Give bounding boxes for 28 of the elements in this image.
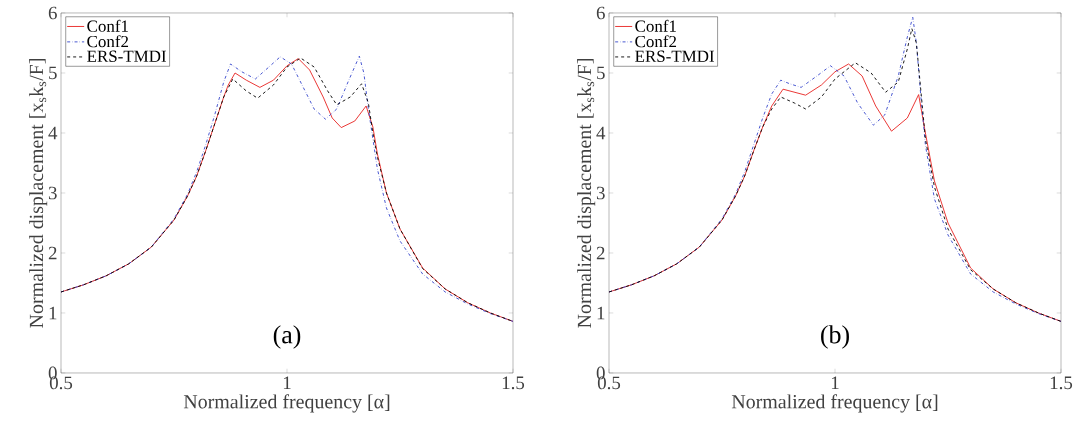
annotation: (b) <box>821 325 849 349</box>
y-tick-label: 2 <box>48 246 57 260</box>
y-tick-label: 4 <box>596 126 606 140</box>
x-tick-label: 1.5 <box>502 376 525 390</box>
y-tick-label: 2 <box>596 246 605 260</box>
y-tick-label: 1 <box>597 306 605 320</box>
legend-label: Conf2 <box>635 35 677 48</box>
legend-label: ERS-TMDI <box>87 50 167 62</box>
x-tick-label: 1 <box>831 376 839 389</box>
y-tick-label: 6 <box>48 6 57 20</box>
legend-label: Conf1 <box>87 19 128 32</box>
legend-label: Conf1 <box>635 19 676 32</box>
legend-label: Conf2 <box>87 35 129 48</box>
y-axis-title: Normalized displacement [x$_{s}$k$_{s}$/F] <box>29 59 48 328</box>
x-axis-title: Normalized frequency [α] <box>731 394 938 413</box>
x-tick-label: 1.5 <box>1050 376 1073 390</box>
annotation: (a) <box>273 325 301 349</box>
y-tick-label: 4 <box>48 126 58 140</box>
y-tick-label: 5 <box>49 66 57 80</box>
y-tick-label: 3 <box>48 186 57 200</box>
y-axis-title: Normalized displacement [x$_{s}$k$_{s}$/F] <box>577 59 596 328</box>
y-tick-label: 5 <box>597 66 605 80</box>
legend-label: ERS-TMDI <box>635 50 715 62</box>
x-axis-title: Normalized frequency [α] <box>183 394 390 413</box>
x-tick-label: 1 <box>283 376 291 389</box>
y-tick-label: 3 <box>596 186 605 200</box>
y-tick-label: 6 <box>596 6 605 20</box>
y-tick-label: 1 <box>49 306 57 320</box>
